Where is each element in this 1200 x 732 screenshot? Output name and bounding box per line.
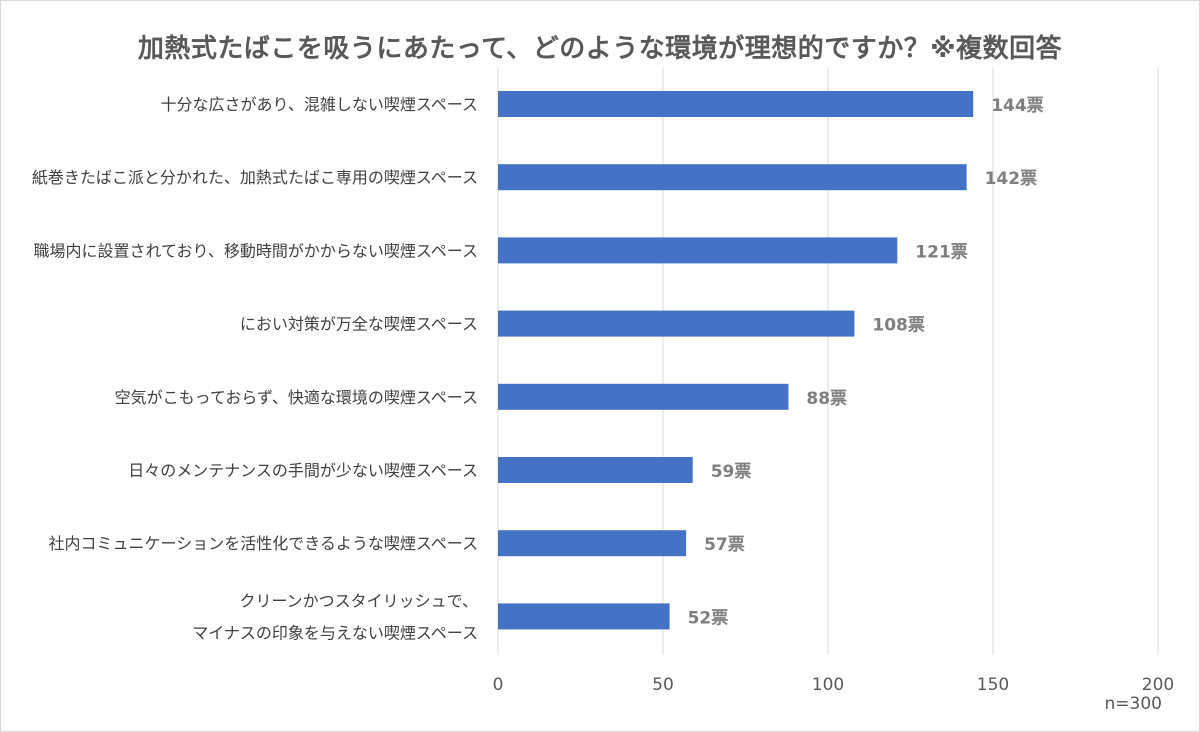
category-label: 日々のメンテナンスの手間が少ない喫煙スペース (128, 461, 478, 480)
sample-size-note: n=300 (1104, 694, 1162, 714)
category-label: クリーンかつスタイリッシュで、 (239, 591, 478, 610)
data-label: 57票 (704, 535, 745, 555)
bar (498, 383, 789, 410)
x-tick-label: 100 (812, 675, 844, 695)
category-label: 十分な広さがあり、混雑しない喫煙スペース (161, 95, 478, 114)
bar (498, 530, 687, 557)
data-label: 52票 (688, 608, 729, 628)
x-tick-label: 50 (652, 675, 674, 695)
category-label: 空気がこもっておらず、快適な環境の喫煙スペース (115, 388, 478, 407)
x-tick-label: 150 (977, 675, 1009, 695)
data-label: 88票 (806, 389, 847, 409)
bar (498, 310, 855, 337)
bar (498, 164, 967, 191)
bar (498, 91, 974, 117)
data-label: 144票 (991, 96, 1043, 116)
bar (498, 457, 693, 483)
data-label: 59票 (711, 462, 752, 482)
x-tick-label: 200 (1142, 675, 1174, 695)
category-label: マイナスの印象を与えない喫煙スペース (192, 623, 478, 642)
chart-title: 加熱式たばこを吸うにあたって、どのような環境が理想的ですか？※複数回答 (137, 34, 1063, 64)
x-tick-label: 0 (493, 675, 504, 695)
category-label: 社内コミュニケーションを活性化できるような喫煙スペース (49, 534, 478, 553)
category-label: におい対策が万全な喫煙スペース (240, 315, 478, 334)
data-label: 108票 (872, 316, 925, 336)
bar (498, 237, 898, 264)
category-label: 紙巻きたばこ派と分かれた、加熱式たばこ専用の喫煙スペース (32, 168, 478, 187)
category-label: 職場内に設置されており、移動時間がかからない喫煙スペース (34, 241, 478, 260)
data-label: 121票 (915, 242, 968, 262)
bar (498, 603, 670, 630)
data-label: 142票 (985, 169, 1038, 189)
